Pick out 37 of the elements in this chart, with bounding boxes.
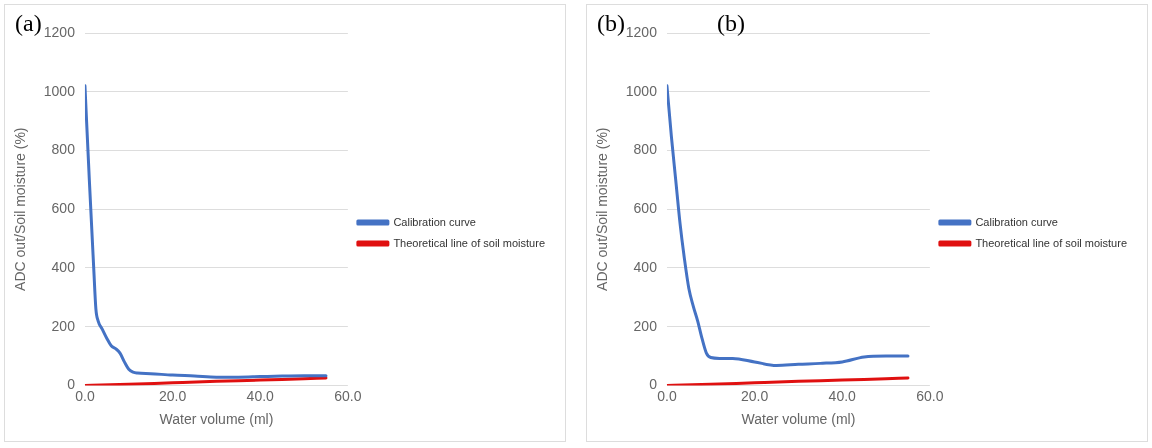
- legend-label: Theoretical line of soil moisture: [393, 236, 545, 249]
- x-tick-label: 0.0: [75, 387, 95, 404]
- y-tick-label: 200: [633, 317, 658, 334]
- y-tick-label: 1200: [43, 23, 76, 40]
- x-tick-label: 40.0: [246, 387, 275, 404]
- y-tick-label: 1000: [625, 82, 658, 99]
- line-series: [84, 376, 328, 386]
- x-tick-label: 20.0: [158, 387, 187, 404]
- y-tick-label: 600: [51, 200, 76, 217]
- x-tick-label: 60.0: [334, 387, 362, 404]
- annotation: (b): [717, 10, 745, 37]
- y-tick-label: 400: [51, 258, 76, 275]
- y-axis-title: ADC out/Soil moisture (%): [594, 127, 611, 291]
- legend-label: Calibration curve: [393, 215, 476, 228]
- line-series: [84, 84, 328, 379]
- x-tick-label: 60.0: [916, 387, 944, 404]
- x-tick-label: 0.0: [657, 387, 677, 404]
- y-tick-label: 800: [633, 141, 658, 158]
- y-tick-label: 600: [633, 200, 658, 217]
- x-axis-title: Water volume (ml): [741, 411, 856, 428]
- x-tick-label: 40.0: [828, 387, 857, 404]
- y-tick-label: 200: [51, 317, 76, 334]
- x-tick-label: 20.0: [740, 387, 769, 404]
- y-tick-label: 400: [633, 258, 658, 275]
- legend-label: Theoretical line of soil moisture: [975, 236, 1127, 249]
- y-tick-label: 0: [649, 376, 658, 393]
- line-series: [666, 376, 910, 386]
- text: (b): [597, 10, 625, 37]
- y-tick-label: 800: [51, 141, 76, 158]
- legend-label: Calibration curve: [975, 215, 1058, 228]
- y-tick-label: 1200: [625, 23, 658, 40]
- y-axis-title: ADC out/Soil moisture (%): [12, 127, 29, 291]
- y-tick-label: 0: [67, 376, 76, 393]
- x-axis-title: Water volume (ml): [159, 411, 274, 428]
- text: (a): [15, 10, 42, 37]
- y-tick-label: 1000: [43, 82, 76, 99]
- line-series: [666, 84, 910, 367]
